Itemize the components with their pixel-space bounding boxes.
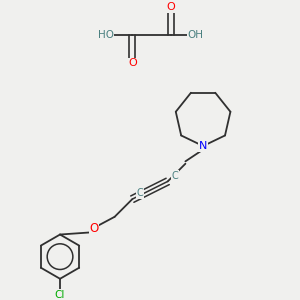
Text: O: O	[89, 222, 99, 235]
Text: O: O	[166, 2, 175, 12]
Text: HO: HO	[98, 30, 114, 40]
Text: Cl: Cl	[55, 290, 65, 300]
Text: C: C	[172, 170, 178, 181]
Text: O: O	[128, 58, 137, 68]
Text: OH: OH	[188, 30, 204, 40]
Text: N: N	[199, 141, 207, 151]
Text: C: C	[136, 188, 143, 198]
